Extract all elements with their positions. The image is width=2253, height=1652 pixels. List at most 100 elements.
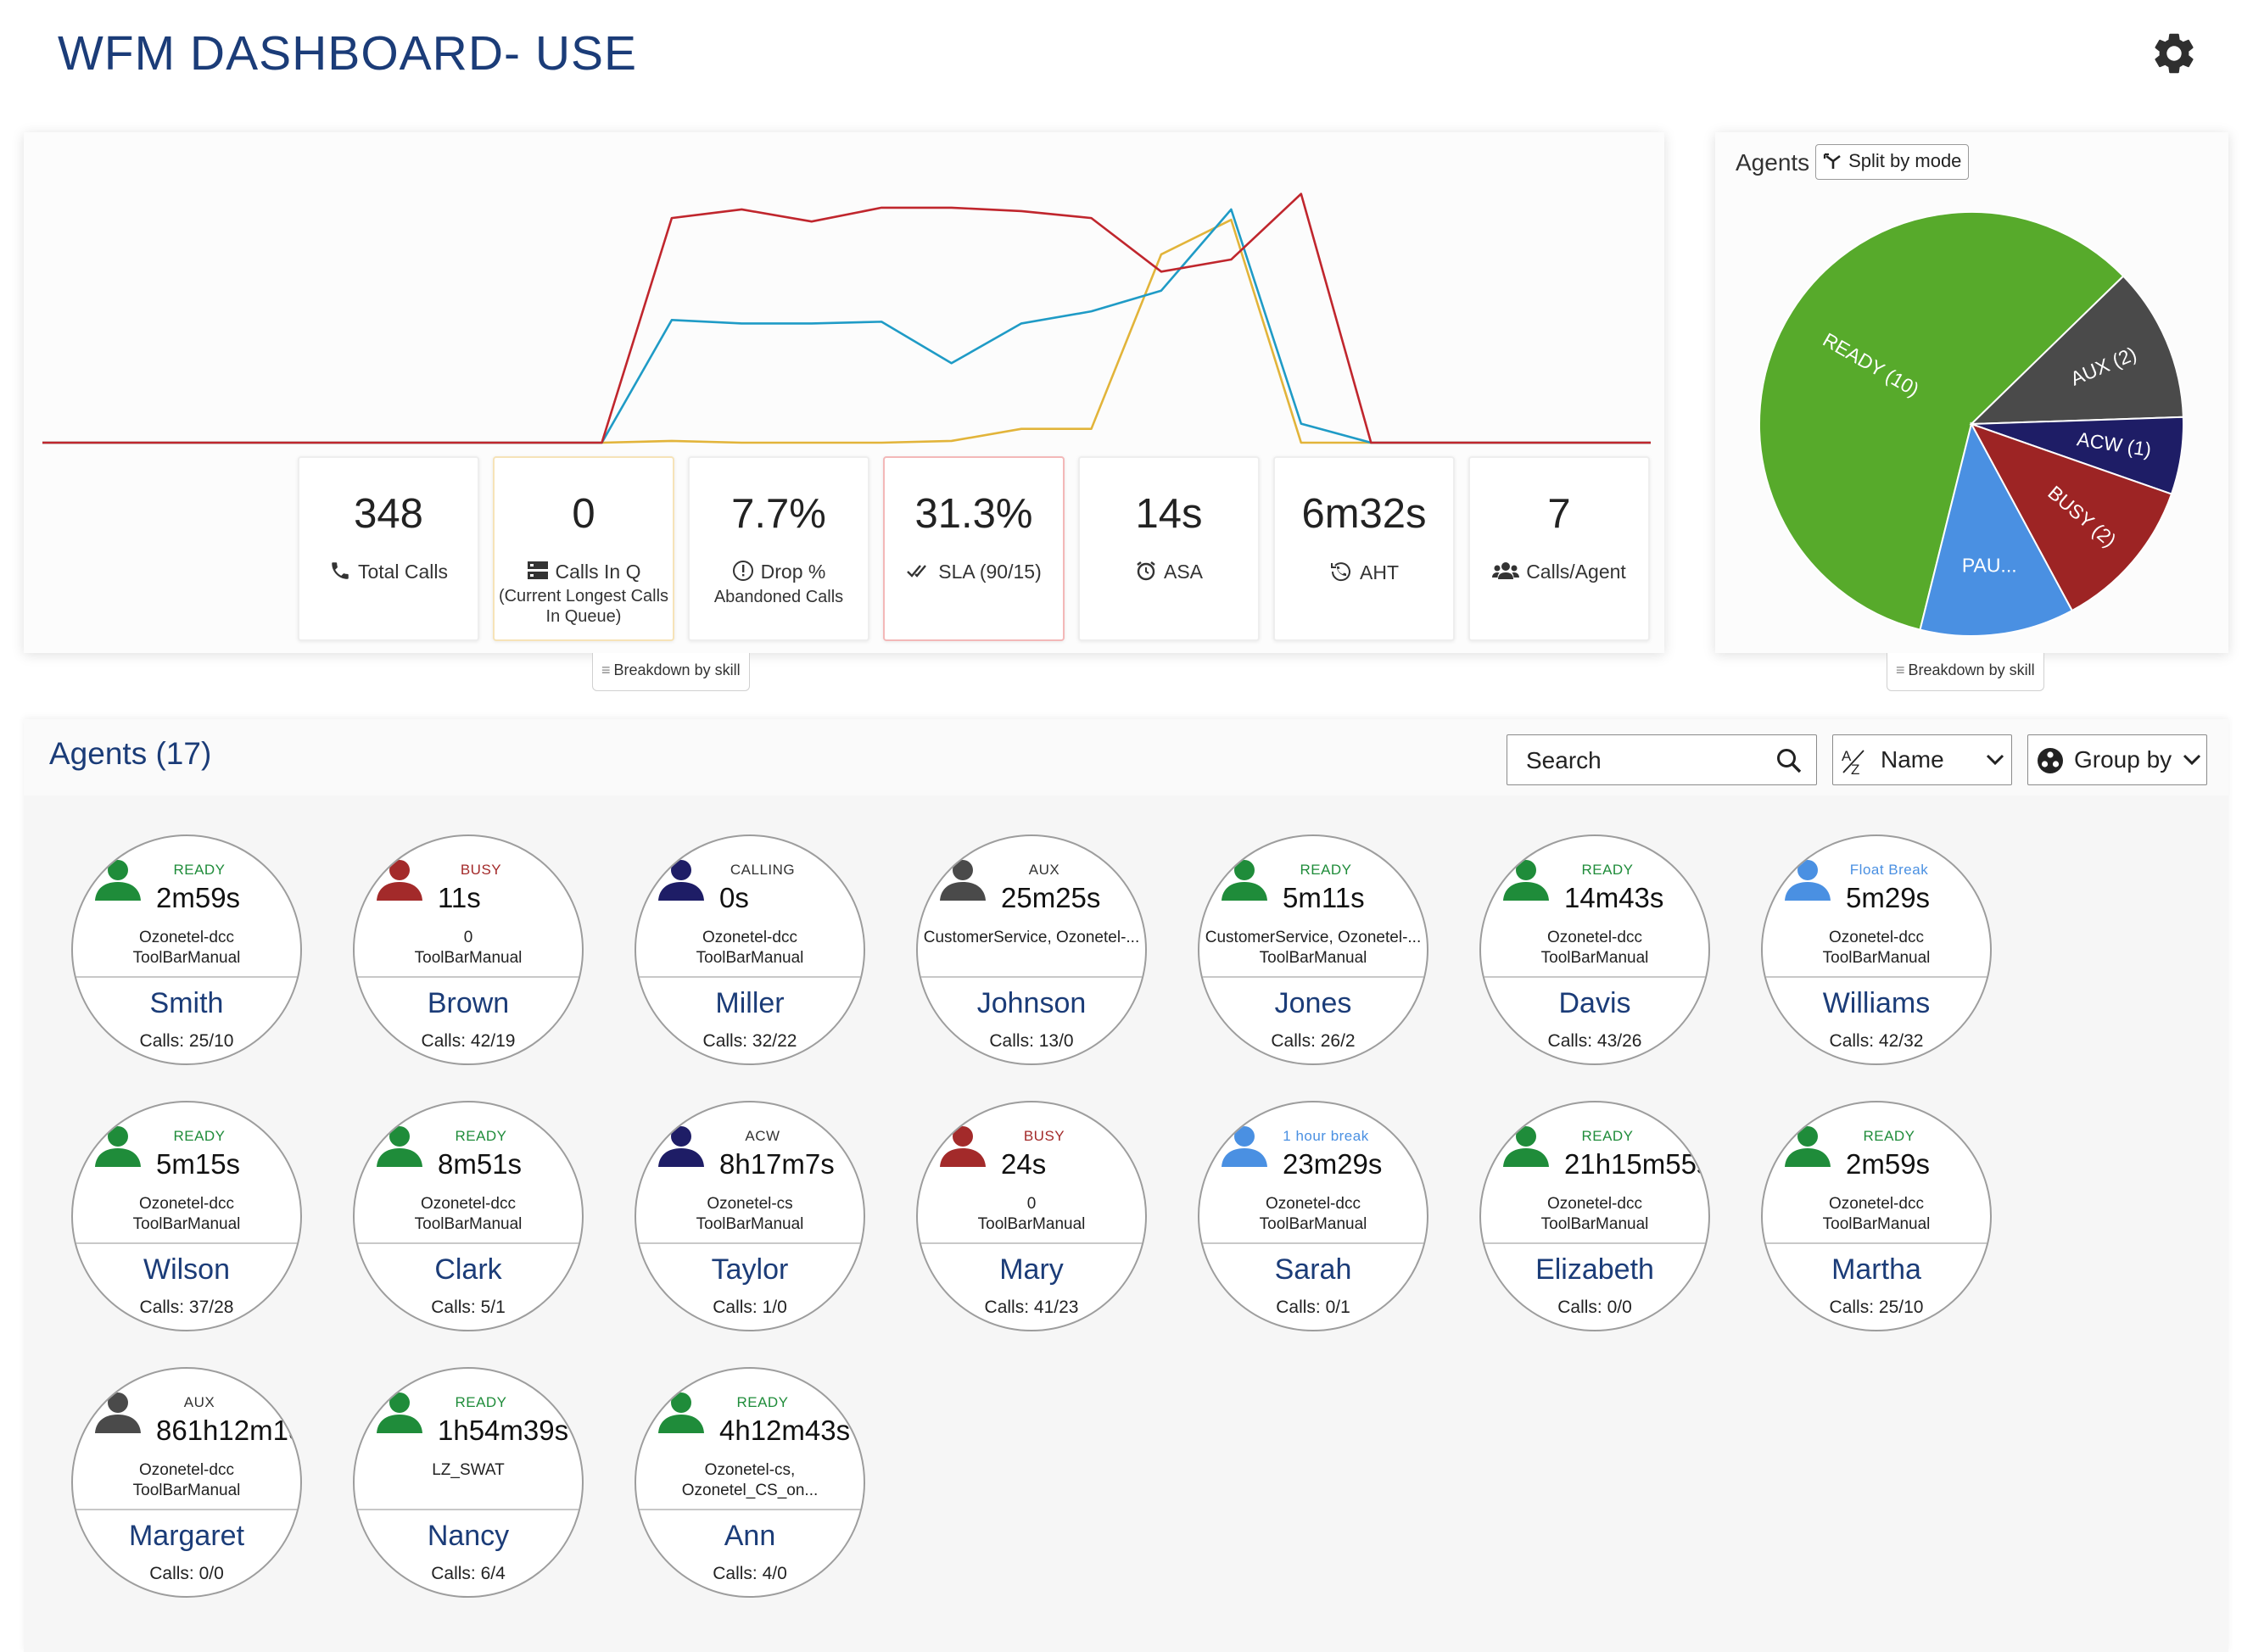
sort-select[interactable]: A Z Name (1832, 734, 2012, 785)
agent-skills: Ozonetel-cs ToolBarManual (636, 1194, 864, 1235)
user-avatar-icon (658, 1126, 704, 1167)
group-icon (2038, 748, 2063, 773)
agent-card[interactable]: ACW 8h17m7s Ozonetel-cs ToolBarManual Taylor… (635, 1101, 865, 1331)
pie-slice[interactable] (1919, 421, 2074, 637)
agent-card[interactable]: BUSY 11s 0 ToolBarManual Brown Calls: 42/19 (353, 834, 584, 1065)
agent-card[interactable]: READY 4h12m43s Ozonetel-cs, Ozonetel_CS_on.… (635, 1367, 865, 1598)
group-by-select[interactable]: Group by (2027, 734, 2207, 785)
user-avatar-icon (658, 1392, 704, 1433)
agent-calls: Calls: 37/28 (139, 1298, 234, 1317)
pie-slice[interactable] (1758, 211, 2125, 631)
user-avatar-icon (1222, 1126, 1267, 1167)
agent-state-duration: 8h17m7s (719, 1148, 835, 1180)
agent-skill-line: ToolBarManual (414, 1215, 523, 1233)
user-avatar-icon (658, 860, 704, 901)
agent-skill-line: ToolBarManual (1540, 949, 1649, 967)
agent-calls: Calls: 0/0 (149, 1564, 224, 1583)
agent-divider (73, 976, 300, 978)
agent-divider (636, 1509, 864, 1510)
breakdown-label: Breakdown by skill (613, 661, 741, 678)
agent-skill-line: Ozonetel-dcc (139, 929, 234, 946)
total-calls-stat[interactable]: 348 Total Calls (298, 456, 479, 641)
info-circle-icon (732, 560, 754, 587)
gear-icon[interactable] (2150, 29, 2199, 78)
asa-value: 14s (1135, 491, 1203, 537)
agent-card[interactable]: READY 2m59s Ozonetel-dcc ToolBarManual Marth… (1761, 1101, 1992, 1331)
agent-card[interactable]: READY 5m15s Ozonetel-dcc ToolBarManual Wilso… (71, 1101, 302, 1331)
sla-stat[interactable]: 31.3% SLA (90/15) (883, 456, 1065, 641)
calls-trend-card: 348 Total Calls 0 Calls In Q (Current Lo… (24, 132, 1664, 653)
agent-card[interactable]: READY 2m59s Ozonetel-dcc ToolBarManual Smith… (71, 834, 302, 1065)
pie-slice[interactable] (1969, 422, 2173, 612)
agent-divider (1199, 1242, 1427, 1244)
agent-divider (636, 976, 864, 978)
agent-skill-line: ToolBarManual (132, 1215, 241, 1233)
agent-card[interactable]: READY 1h54m39s LZ_SWAT Nancy Calls: 6/4 (353, 1367, 584, 1598)
agent-card[interactable]: READY 5m11s CustomerService, Ozonetel-... T… (1198, 834, 1428, 1065)
agent-skill-line: ToolBarManual (696, 1215, 804, 1233)
agent-skills: Ozonetel-dcc ToolBarManual (73, 1194, 300, 1235)
agent-state: READY (455, 1128, 507, 1144)
asa-stat[interactable]: 14s ASA (1078, 456, 1260, 641)
agent-skills: CustomerService, Ozonetel-... (918, 928, 1145, 948)
agent-calls: Calls: 25/10 (139, 1031, 234, 1051)
agent-name: Smith (149, 987, 224, 1019)
agent-state: BUSY (1023, 1128, 1065, 1144)
series-line (42, 193, 1651, 444)
agent-skill-line: Ozonetel-dcc (1829, 929, 1924, 946)
agent-name: Taylor (711, 1253, 789, 1286)
agent-name: Ann (724, 1520, 776, 1552)
alarm-clock-icon (1135, 560, 1157, 587)
agent-state-duration: 23m29s (1283, 1148, 1383, 1180)
agent-calls: Calls: 13/0 (989, 1031, 1074, 1051)
agent-card[interactable]: CALLING 0s Ozonetel-dcc ToolBarManual Miller… (635, 834, 865, 1065)
split-by-mode-button[interactable]: Split by mode (1815, 144, 1970, 180)
agent-state: 1 hour break (1283, 1128, 1369, 1144)
calls-in-queue-stat[interactable]: 0 Calls In Q (Current Longest Calls In Q… (493, 456, 674, 641)
search-input[interactable] (1524, 745, 1774, 776)
agent-name: Mary (999, 1253, 1064, 1286)
agent-card[interactable]: Float Break 5m29s Ozonetel-dcc ToolBarManua… (1761, 834, 1992, 1065)
pie-breakdown-by-skill-tab[interactable]: ≡ Breakdown by skill (1887, 653, 2044, 691)
agent-card[interactable]: READY 8m51s Ozonetel-dcc ToolBarManual Clark… (353, 1101, 584, 1331)
calls-per-agent-value: 7 (1547, 491, 1571, 537)
agent-card[interactable]: 1 hour break 23m29s Ozonetel-dcc ToolBarMan… (1198, 1101, 1428, 1331)
agent-state: BUSY (460, 862, 502, 878)
drop-stat[interactable]: 7.7% Drop % Abandoned Calls (688, 456, 869, 641)
agent-name: Martha (1831, 1253, 1921, 1286)
agent-name: Davis (1558, 987, 1631, 1019)
agent-calls: Calls: 6/4 (431, 1564, 506, 1583)
agent-card[interactable]: BUSY 24s 0 ToolBarManual Mary Calls: 41/23 (916, 1101, 1147, 1331)
agent-card[interactable]: AUX 25m25s CustomerService, Ozonetel-... Jo… (916, 834, 1147, 1065)
agent-divider (636, 1242, 864, 1244)
agents-pie-card: READY (10) AUX (2) ACW (1) BUSY (2) PAU... A… (1715, 132, 2228, 653)
calls-per-agent-stat[interactable]: 7 Calls/Agent (1468, 456, 1650, 641)
breakdown-by-skill-tab[interactable]: ≡ Breakdown by skill (592, 653, 750, 691)
pie-slice-label: PAU... (1962, 555, 2017, 577)
agent-calls: Calls: 0/0 (1557, 1298, 1632, 1317)
agent-state: Float Break (1849, 862, 1929, 878)
agent-skills: Ozonetel-dcc ToolBarManual (1481, 928, 1708, 968)
agent-skill-line: ToolBarManual (696, 949, 804, 967)
agent-card[interactable]: READY 21h15m55s Ozonetel-dcc ToolBarManual E… (1479, 1101, 1710, 1331)
user-avatar-icon (95, 860, 141, 901)
agent-card[interactable]: READY 14m43s Ozonetel-dcc ToolBarManual Davi… (1479, 834, 1710, 1065)
search-icon[interactable] (1775, 747, 1803, 774)
agent-name: Margaret (128, 1520, 245, 1552)
sort-label: Name (1881, 746, 1944, 773)
svg-text:Z: Z (1851, 762, 1859, 776)
user-avatar-icon (1503, 860, 1549, 901)
list-icon: ≡ (601, 661, 611, 678)
agent-card[interactable]: AUX 861h12m18s Ozonetel-dcc ToolBarManual Ma… (71, 1367, 302, 1598)
agent-calls: Calls: 1/0 (713, 1298, 787, 1317)
agent-state-duration: 8m51s (438, 1148, 523, 1180)
pie-slice[interactable] (1969, 275, 2184, 426)
agent-skill-line: ToolBarManual (1822, 1215, 1931, 1233)
search-box[interactable] (1507, 734, 1817, 785)
agent-skills: Ozonetel-dcc ToolBarManual (355, 1194, 582, 1235)
list-icon: ≡ (1896, 661, 1905, 678)
aht-label: AHT (1360, 561, 1399, 584)
agent-state: CALLING (730, 862, 796, 878)
aht-stat[interactable]: 6m32s AHT (1273, 456, 1455, 641)
agent-state: READY (455, 1394, 507, 1410)
